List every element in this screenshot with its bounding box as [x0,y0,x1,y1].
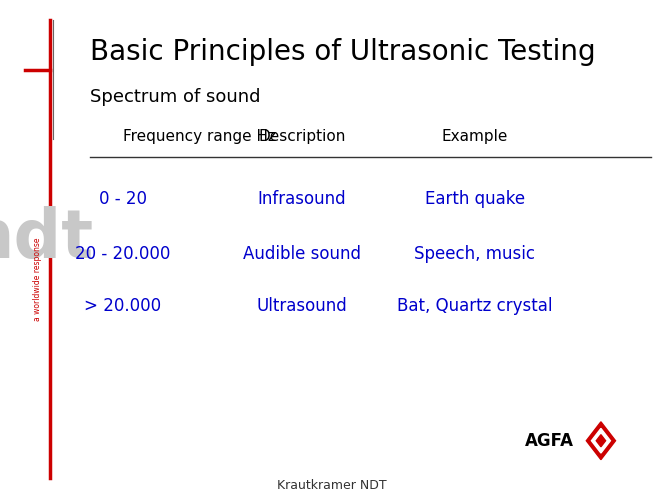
Text: ndt: ndt [0,206,94,272]
Text: Spectrum of sound: Spectrum of sound [90,88,260,106]
Text: Basic Principles of Ultrasonic Testing: Basic Principles of Ultrasonic Testing [90,38,595,66]
Text: a worldwide response: a worldwide response [33,237,42,321]
Text: Earth quake: Earth quake [425,190,525,208]
Text: Infrasound: Infrasound [258,190,347,208]
Text: Speech, music: Speech, music [414,245,535,263]
Text: 20 - 20.000: 20 - 20.000 [75,245,171,263]
Text: Krautkramer NDT: Krautkramer NDT [277,479,387,492]
Text: Frequency range Hz: Frequency range Hz [123,129,276,144]
Text: Ultrasound: Ultrasound [257,297,347,315]
Text: 0 - 20: 0 - 20 [99,190,147,208]
Text: > 20.000: > 20.000 [84,297,161,315]
Text: AGFA: AGFA [525,432,574,450]
Text: Example: Example [442,129,508,144]
Text: Bat, Quartz crystal: Bat, Quartz crystal [397,297,552,315]
Text: Audible sound: Audible sound [243,245,361,263]
Text: Description: Description [258,129,346,144]
